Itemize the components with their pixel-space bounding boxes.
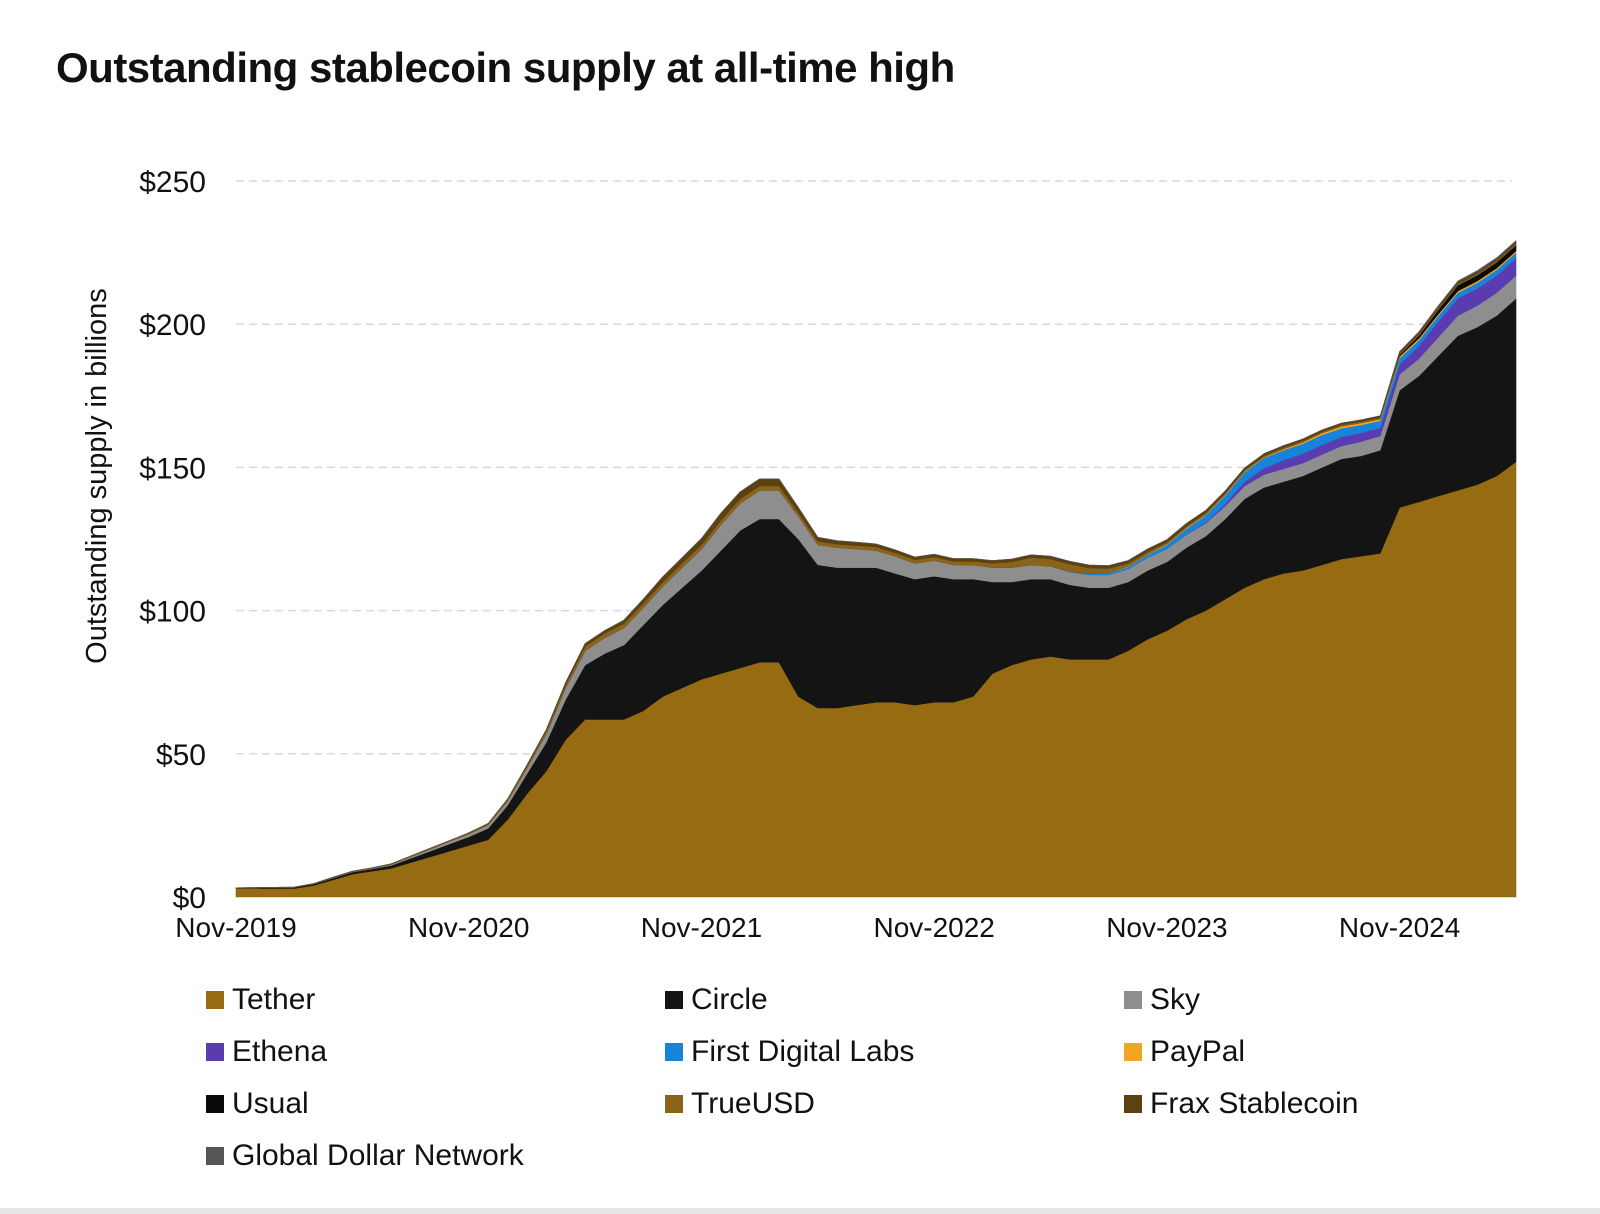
- x-tick-label: Nov-2020: [408, 912, 529, 943]
- legend-swatch: [1124, 991, 1142, 1009]
- y-axis-label: Outstanding supply in billions: [81, 288, 113, 664]
- legend-item-usual: Usual: [206, 1087, 309, 1121]
- legend-label: Tether: [232, 983, 316, 1016]
- y-tick-label: $150: [139, 452, 206, 485]
- legend-swatch: [665, 1095, 683, 1113]
- legend-item-circle: Circle: [665, 983, 768, 1017]
- legend-label: PayPal: [1150, 1035, 1246, 1068]
- legend-item-tether: Tether: [206, 983, 315, 1017]
- x-tick-label: Nov-2022: [873, 912, 994, 943]
- legend-label: Frax Stablecoin: [1150, 1087, 1359, 1120]
- y-tick-label: $0: [173, 882, 206, 915]
- legend-label: TrueUSD: [691, 1087, 815, 1120]
- legend-label: Usual: [232, 1087, 309, 1120]
- y-tick-label: $100: [139, 596, 206, 629]
- legend-item-ethena: Ethena: [206, 1035, 327, 1069]
- legend-swatch: [665, 991, 683, 1009]
- legend-item-first-digital-labs: First Digital Labs: [665, 1035, 914, 1069]
- legend-swatch: [206, 1147, 224, 1165]
- legend-item-frax-stablecoin: Frax Stablecoin: [1124, 1087, 1358, 1121]
- legend-label: Circle: [691, 983, 768, 1016]
- legend-label: Sky: [1150, 983, 1201, 1016]
- y-tick-label: $250: [139, 166, 206, 199]
- legend-label: First Digital Labs: [691, 1035, 915, 1068]
- legend-item-trueusd: TrueUSD: [665, 1087, 815, 1121]
- bottom-divider: [0, 1208, 1600, 1214]
- y-tick-label: $200: [139, 309, 206, 342]
- legend-label: Global Dollar Network: [232, 1139, 524, 1172]
- legend-item-sky: Sky: [1124, 983, 1200, 1017]
- legend-swatch: [1124, 1095, 1142, 1113]
- y-tick-label: $50: [156, 739, 206, 772]
- legend-swatch: [1124, 1043, 1142, 1061]
- area-global-dollar-network: [235, 240, 1517, 889]
- x-tick-label: Nov-2023: [1106, 912, 1227, 943]
- legend-swatch: [206, 1095, 224, 1113]
- legend-label: Ethena: [232, 1035, 328, 1068]
- x-tick-label: Nov-2024: [1339, 912, 1460, 943]
- x-tick-label: Nov-2019: [175, 912, 296, 943]
- legend-swatch: [206, 1043, 224, 1061]
- chart-title: Outstanding stablecoin supply at all-tim…: [56, 44, 955, 91]
- stacked-areas: [235, 240, 1517, 898]
- legend-swatch: [665, 1043, 683, 1061]
- legend-swatch: [206, 991, 224, 1009]
- legend-item-global-dollar-network: Global Dollar Network: [206, 1139, 524, 1173]
- legend-item-paypal: PayPal: [1124, 1035, 1245, 1069]
- axes: $0 $50 $100 $150 $200 $250 Nov-2019 Nov-2020 Nov…: [139, 166, 1460, 943]
- x-tick-label: Nov-2021: [641, 912, 762, 943]
